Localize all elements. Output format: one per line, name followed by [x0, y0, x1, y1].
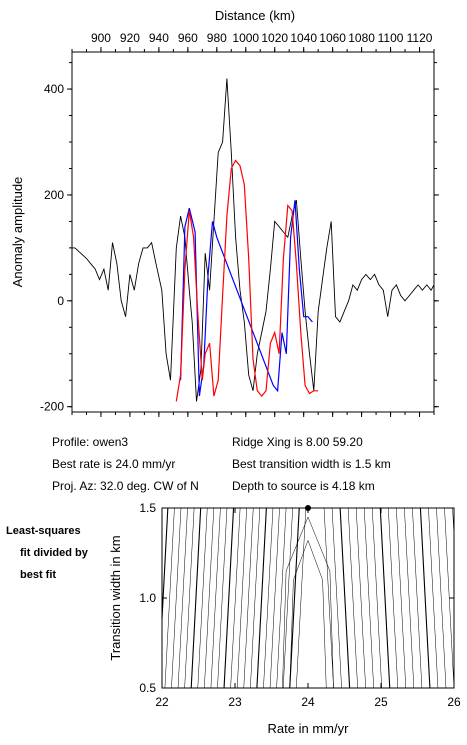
- x-tick-label: 1120: [407, 31, 433, 45]
- contour-line: [339, 508, 351, 688]
- bottom-x-tick-label: 25: [374, 695, 388, 709]
- contour-line: [396, 508, 407, 688]
- y-tick-label: 200: [44, 188, 64, 202]
- contour-line: [412, 508, 423, 688]
- contour-line: [296, 508, 307, 688]
- profile-label: Profile: owen3: [52, 435, 128, 449]
- x-tick-label: 980: [207, 31, 227, 45]
- y-tick-label: -200: [40, 400, 64, 414]
- side-note-line-1: Least-squares: [6, 525, 81, 537]
- top-chart-frame: [71, 51, 435, 413]
- bottom-chart: 22 23 24 25 26 0.5 1.0 1.5 Rate in mm/yr Trans…: [108, 501, 467, 736]
- series-line-2: [175, 159, 319, 402]
- contour-lines: [162, 508, 467, 688]
- contour-line: [223, 508, 235, 688]
- top-series-group: [72, 78, 435, 402]
- contour-line: [256, 508, 267, 688]
- contour-line: [428, 508, 439, 688]
- contour-line: [419, 508, 431, 688]
- bottom-x-tick-label: 22: [155, 695, 169, 709]
- contour-line: [269, 508, 280, 688]
- x-tick-label: 1000: [232, 31, 259, 45]
- contour-line: [371, 508, 382, 688]
- series-line-1: [180, 200, 313, 397]
- contour-line: [217, 508, 228, 688]
- contour-line: [404, 508, 415, 688]
- x-tick-label: 1080: [348, 31, 375, 45]
- contour-line: [289, 539, 327, 688]
- contour-line: [355, 508, 366, 688]
- x-tick-label: 1100: [378, 31, 404, 45]
- contour-line: [250, 508, 261, 688]
- contour-line: [289, 508, 300, 688]
- side-note: Least-squares fit divided by best fit: [6, 525, 89, 581]
- y-tick-label: 0: [57, 294, 64, 308]
- contour-line: [230, 508, 241, 688]
- contour-line: [282, 508, 293, 688]
- contour-line: [323, 508, 334, 688]
- y-axis-title: Anomaly amplitude: [10, 177, 25, 288]
- bottom-x-tick-label: 26: [447, 695, 461, 709]
- x-tick-label: 960: [178, 31, 198, 45]
- contour-line: [190, 508, 202, 688]
- contour-line: [436, 508, 447, 688]
- best-transition-label: Best transition width is 1.5 km: [232, 457, 391, 471]
- depth-source-label: Depth to source is 4.18 km: [232, 479, 375, 493]
- bottom-y-axis-ticks: 0.5 1.0 1.5: [139, 501, 454, 695]
- contour-line: [461, 508, 467, 688]
- best-rate-label: Best rate is 24.0 mm/yr: [52, 457, 175, 471]
- x-tick-label: 900: [91, 31, 111, 45]
- x-tick-label: 940: [149, 31, 169, 45]
- proj-az-label: Proj. Az: 32.0 deg. CW of N: [52, 479, 199, 493]
- y-tick-label: 400: [44, 82, 64, 96]
- x-tick-label: 920: [120, 31, 140, 45]
- x-tick-label: 1060: [319, 31, 346, 45]
- bottom-y-tick-label: 1.5: [139, 501, 156, 515]
- contour-line: [388, 508, 399, 688]
- bottom-x-tick-label: 23: [228, 695, 242, 709]
- x-tick-label: 1020: [261, 31, 288, 45]
- x-axis-title: Distance (km): [215, 8, 295, 23]
- contour-line: [276, 508, 287, 688]
- bottom-y-axis-title: Transition width in km: [108, 535, 123, 660]
- contour-line: [171, 508, 182, 688]
- contour-line: [177, 508, 188, 688]
- contour-line: [363, 508, 374, 688]
- contour-line: [263, 508, 274, 688]
- contour-line: [164, 508, 175, 688]
- contour-line: [347, 508, 358, 688]
- best-fit-marker: [305, 505, 311, 511]
- bottom-x-axis-title: Rate in mm/yr: [268, 721, 350, 736]
- bottom-y-tick-label: 1.0: [139, 591, 156, 605]
- top-y-axis-ticks: -200 0 200 400: [40, 62, 439, 414]
- contour-line: [236, 508, 247, 688]
- contour-line: [379, 508, 391, 688]
- side-note-line-3: best fit: [20, 569, 56, 581]
- contour-line: [184, 508, 195, 688]
- bottom-y-tick-label: 0.5: [139, 681, 156, 695]
- side-note-line-2: fit divided by: [20, 547, 89, 559]
- contour-line: [282, 516, 334, 688]
- contour-line: [197, 508, 208, 688]
- bottom-x-axis-ticks: 22 23 24 25 26: [155, 508, 461, 709]
- contour-line: [243, 508, 254, 688]
- top-x-axis-ticks: 900 920 940 960 980 1000 1020 1040 1060 1080 1100 1…: [71, 31, 435, 417]
- x-tick-label: 1040: [290, 31, 317, 45]
- contour-line: [331, 508, 342, 688]
- info-block: Profile: owen3 Best rate is 24.0 mm/yr P…: [52, 435, 391, 493]
- bottom-x-tick-label: 24: [301, 695, 315, 709]
- top-chart: 900 920 940 960 980 1000 1020 1040 1060 1080 1100 1…: [10, 8, 439, 417]
- contour-line: [210, 508, 221, 688]
- contour-line: [204, 508, 215, 688]
- ridge-xing-label: Ridge Xing is 8.00 59.20: [232, 435, 363, 449]
